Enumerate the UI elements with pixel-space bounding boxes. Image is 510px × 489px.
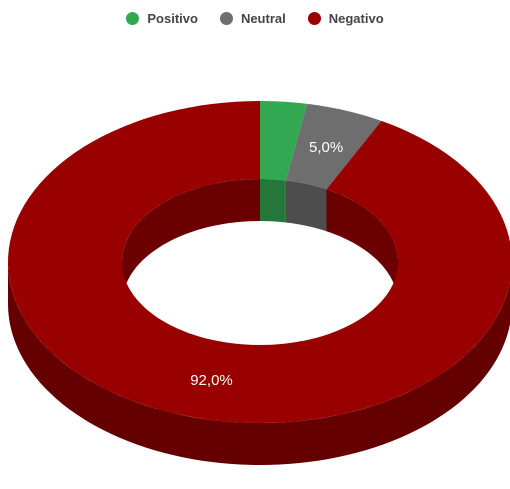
legend-swatch-neutral xyxy=(219,11,233,25)
inner-wall-negativo xyxy=(122,179,260,304)
data-labels: 5,0% 92,0% xyxy=(190,139,343,389)
legend-item-neutral[interactable]: Neutral xyxy=(219,10,286,26)
legend-label-negativo: Negativo xyxy=(328,10,384,26)
donut-inner-walls xyxy=(122,179,398,304)
slice-neutral[interactable] xyxy=(285,103,382,190)
slice-positivo[interactable] xyxy=(260,101,308,181)
slice-negativo[interactable] xyxy=(8,101,510,423)
legend-item-negativo[interactable]: Negativo xyxy=(307,10,384,26)
donut-slices xyxy=(8,101,510,423)
donut-outer-walls xyxy=(8,262,510,465)
chart-legend: Positivo Neutral Negativo xyxy=(0,8,510,28)
legend-label-positivo: Positivo xyxy=(147,10,198,26)
outer-wall-negativo xyxy=(8,262,510,465)
inner-wall-positivo xyxy=(260,179,286,223)
inner-wall-negativo xyxy=(326,189,398,304)
data-label-negativo: 92,0% xyxy=(190,372,233,389)
inner-wall-neutral xyxy=(285,180,327,232)
legend-item-positivo[interactable]: Positivo xyxy=(126,11,198,26)
legend-label-neutral: Neutral xyxy=(240,10,286,26)
legend-swatch-positivo xyxy=(126,11,140,25)
legend-swatch-negativo xyxy=(307,11,321,25)
data-label-neutral: 5,0% xyxy=(309,139,343,156)
